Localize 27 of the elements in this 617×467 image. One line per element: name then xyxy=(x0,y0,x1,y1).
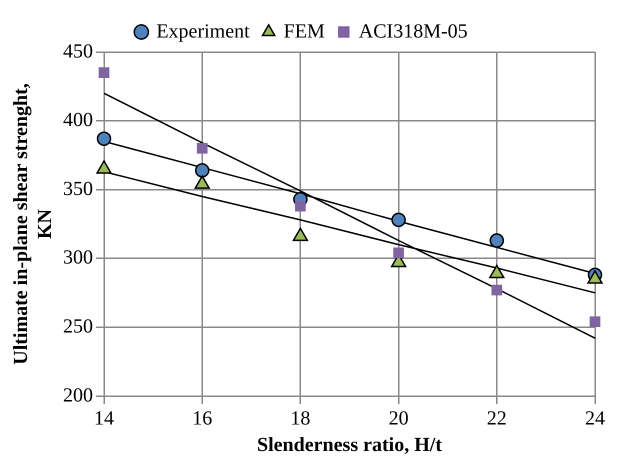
legend-label: ACI318M-05 xyxy=(358,20,468,42)
legend-label: FEM xyxy=(284,20,325,42)
point xyxy=(391,212,406,228)
point xyxy=(491,284,502,296)
point xyxy=(96,131,112,146)
point xyxy=(590,316,600,328)
y-tick-label: 400 xyxy=(63,109,93,132)
point xyxy=(393,248,404,258)
y-tick-label: 300 xyxy=(63,246,93,269)
point xyxy=(490,233,504,248)
point xyxy=(194,163,210,178)
x-tick-label: 20 xyxy=(388,407,409,430)
y-tick-label: 450 xyxy=(63,40,93,62)
x-tick-label: 16 xyxy=(192,407,212,430)
x-tick-label: 14 xyxy=(94,407,114,430)
x-tick-label: 24 xyxy=(585,407,605,430)
x-tick-label: 18 xyxy=(290,407,310,430)
y-tick-label: 250 xyxy=(63,315,93,338)
point xyxy=(98,67,110,78)
y-tick-label: 200 xyxy=(63,384,93,406)
x-axis-title: Slenderness ratio, H/t xyxy=(257,434,442,456)
y-axis-title: Ultimate in-plane shear strenght, KN xyxy=(10,83,56,365)
legend-label: Experiment xyxy=(156,20,250,42)
point xyxy=(196,142,208,154)
point xyxy=(295,200,306,212)
y-tick-label: 350 xyxy=(63,178,93,200)
x-tick-label: 22 xyxy=(486,407,507,430)
